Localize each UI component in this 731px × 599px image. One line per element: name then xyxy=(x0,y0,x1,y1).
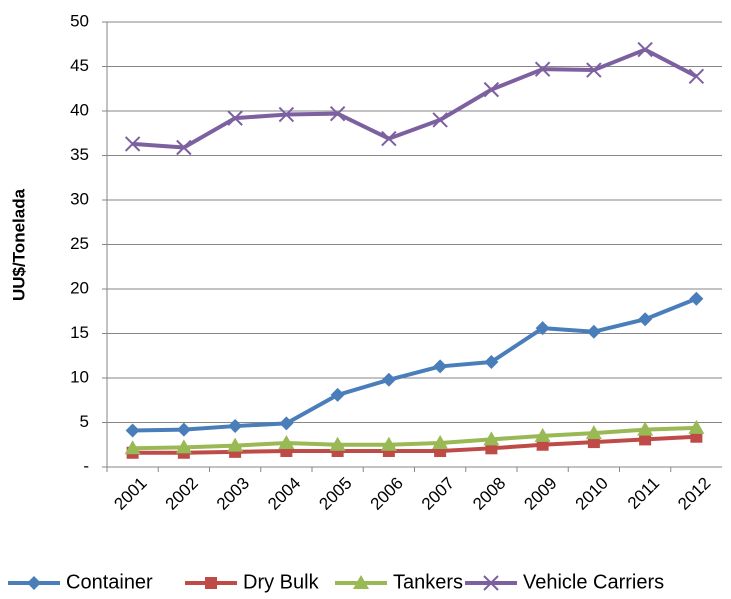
marker xyxy=(124,136,141,152)
marker xyxy=(381,130,397,147)
marker xyxy=(688,68,705,84)
marker xyxy=(483,575,499,591)
marker xyxy=(175,439,192,454)
legend-label: Container xyxy=(66,571,153,593)
marker xyxy=(124,440,141,455)
marker xyxy=(585,425,602,440)
x-tick-label: 2003 xyxy=(213,474,253,514)
x-tick-label: 2002 xyxy=(162,474,202,514)
legend-label: Tankers xyxy=(393,571,463,593)
y-tick-label: 15 xyxy=(70,323,89,342)
marker xyxy=(329,436,346,451)
series-line xyxy=(132,47,698,150)
marker xyxy=(381,372,396,387)
marker xyxy=(638,312,653,327)
y-tick-label: 50 xyxy=(70,11,89,30)
marker xyxy=(689,291,704,306)
x-tick-label: 2004 xyxy=(264,474,304,514)
marker xyxy=(176,139,192,156)
marker xyxy=(228,419,243,434)
legend-label: Dry Bulk xyxy=(243,571,320,593)
x-tick-label: 2012 xyxy=(674,474,714,514)
marker xyxy=(688,419,705,434)
legend-label: Vehicle Carriers xyxy=(523,571,664,593)
x-tick-label: 2001 xyxy=(110,474,150,514)
marker xyxy=(330,387,345,402)
marker xyxy=(586,324,601,339)
marker xyxy=(433,359,448,374)
marker xyxy=(432,434,449,449)
marker xyxy=(227,110,243,126)
y-tick-label: - xyxy=(83,456,89,475)
marker xyxy=(639,433,652,446)
marker xyxy=(278,106,295,123)
marker xyxy=(353,575,369,589)
x-tick-label: 2008 xyxy=(469,474,509,514)
marker xyxy=(125,423,140,438)
series-line xyxy=(132,434,697,455)
x-tick-label: 2005 xyxy=(315,474,355,514)
marker xyxy=(329,105,346,122)
marker xyxy=(637,421,654,436)
marker xyxy=(586,62,602,78)
series xyxy=(124,419,705,455)
x-tick-label: 2006 xyxy=(367,474,407,514)
marker xyxy=(534,61,551,77)
y-tick-label: 20 xyxy=(70,278,89,297)
marker xyxy=(432,112,448,128)
marker xyxy=(27,576,41,590)
marker xyxy=(483,81,500,98)
x-tick-label: 2010 xyxy=(572,474,612,514)
y-axis-label: UU$/Tonelada xyxy=(9,188,28,301)
marker xyxy=(484,354,499,369)
series xyxy=(125,291,704,438)
series xyxy=(124,41,705,156)
marker xyxy=(535,321,550,336)
marker xyxy=(483,431,500,446)
marker xyxy=(279,416,294,431)
y-tick-label: 30 xyxy=(70,189,89,208)
x-tick-label: 2007 xyxy=(418,474,458,514)
series-line xyxy=(132,296,698,433)
marker xyxy=(534,427,551,442)
marker xyxy=(278,434,295,449)
y-tick-label: 35 xyxy=(70,145,89,164)
x-tick-label: 2009 xyxy=(520,474,560,514)
marker xyxy=(205,577,217,589)
y-tick-label: 45 xyxy=(70,56,89,75)
marker xyxy=(380,436,397,451)
y-tick-label: 25 xyxy=(70,234,89,253)
y-tick-label: 40 xyxy=(70,100,89,119)
y-tick-label: 10 xyxy=(70,367,89,386)
marker xyxy=(637,41,653,58)
marker xyxy=(227,437,244,452)
x-tick-label: 2011 xyxy=(624,474,663,513)
marker xyxy=(176,422,191,437)
series-line xyxy=(132,425,697,451)
y-tick-label: 5 xyxy=(80,412,89,431)
